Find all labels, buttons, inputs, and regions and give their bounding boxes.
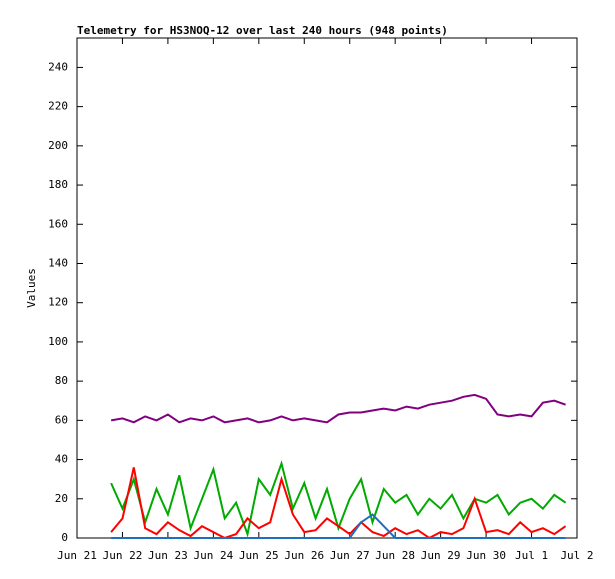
x-tick-label: Jun 25 bbox=[239, 549, 279, 562]
x-tick-label: Jun 22 bbox=[103, 549, 143, 562]
x-tick-label: Jul 1 bbox=[515, 549, 548, 562]
chart-title: Telemetry for HS3NOQ-12 over last 240 ho… bbox=[77, 24, 448, 37]
y-tick-label: 0 bbox=[61, 531, 68, 544]
x-tick-label: Jun 23 bbox=[148, 549, 188, 562]
x-tick-label: Jun 29 bbox=[421, 549, 461, 562]
y-tick-label: 140 bbox=[48, 256, 68, 269]
x-tick-label: Jun 26 bbox=[284, 549, 324, 562]
y-tick-label: 180 bbox=[48, 178, 68, 191]
series-line bbox=[110, 393, 566, 424]
x-tick-label: Jun 21 bbox=[57, 549, 97, 562]
y-tick-label: 160 bbox=[48, 217, 68, 230]
x-tick-label: Jun 24 bbox=[193, 549, 233, 562]
y-tick-label: 40 bbox=[55, 453, 68, 466]
y-tick-label: 220 bbox=[48, 100, 68, 113]
y-tick-label: 80 bbox=[55, 374, 68, 387]
y-tick-label: 120 bbox=[48, 296, 68, 309]
plot-frame bbox=[76, 37, 578, 539]
y-tick-label: 200 bbox=[48, 139, 68, 152]
series-line bbox=[110, 467, 567, 540]
series-line bbox=[111, 513, 566, 539]
y-tick-label: 60 bbox=[55, 413, 68, 426]
x-tick-label: Jun 30 bbox=[466, 549, 506, 562]
y-tick-label: 100 bbox=[48, 335, 68, 348]
y-axis-label: Values bbox=[25, 268, 38, 308]
series-line bbox=[110, 460, 567, 538]
y-tick-label: 20 bbox=[55, 492, 68, 505]
x-tick-label: Jun 27 bbox=[330, 549, 370, 562]
x-tick-label: Jul 2 bbox=[560, 549, 593, 562]
y-tick-label: 240 bbox=[48, 60, 68, 73]
x-tick-label: Jun 28 bbox=[375, 549, 415, 562]
